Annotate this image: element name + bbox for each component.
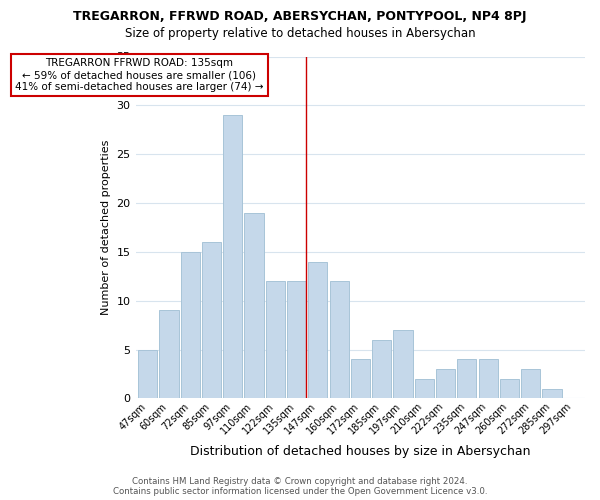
Text: Contains HM Land Registry data © Crown copyright and database right 2024.: Contains HM Land Registry data © Crown c… xyxy=(132,477,468,486)
Bar xyxy=(181,252,200,398)
Bar xyxy=(394,330,413,398)
Bar xyxy=(372,340,391,398)
Text: Contains public sector information licensed under the Open Government Licence v3: Contains public sector information licen… xyxy=(113,487,487,496)
Bar xyxy=(308,262,328,398)
Bar xyxy=(415,379,434,398)
X-axis label: Distribution of detached houses by size in Abersychan: Distribution of detached houses by size … xyxy=(190,444,531,458)
Bar xyxy=(479,360,498,399)
Text: TREGARRON FFRWD ROAD: 135sqm
← 59% of detached houses are smaller (106)
41% of s: TREGARRON FFRWD ROAD: 135sqm ← 59% of de… xyxy=(15,58,263,92)
Bar xyxy=(329,281,349,398)
Text: Size of property relative to detached houses in Abersychan: Size of property relative to detached ho… xyxy=(125,28,475,40)
Bar xyxy=(223,115,242,399)
Bar xyxy=(436,369,455,398)
Bar xyxy=(521,369,541,398)
Bar xyxy=(160,310,179,398)
Bar xyxy=(244,213,263,398)
Bar xyxy=(266,281,285,398)
Text: TREGARRON, FFRWD ROAD, ABERSYCHAN, PONTYPOOL, NP4 8PJ: TREGARRON, FFRWD ROAD, ABERSYCHAN, PONTY… xyxy=(73,10,527,23)
Y-axis label: Number of detached properties: Number of detached properties xyxy=(101,140,111,315)
Bar xyxy=(202,242,221,398)
Bar xyxy=(457,360,476,399)
Bar xyxy=(351,360,370,399)
Bar xyxy=(287,281,306,398)
Bar xyxy=(138,350,157,399)
Bar xyxy=(542,388,562,398)
Bar xyxy=(500,379,519,398)
